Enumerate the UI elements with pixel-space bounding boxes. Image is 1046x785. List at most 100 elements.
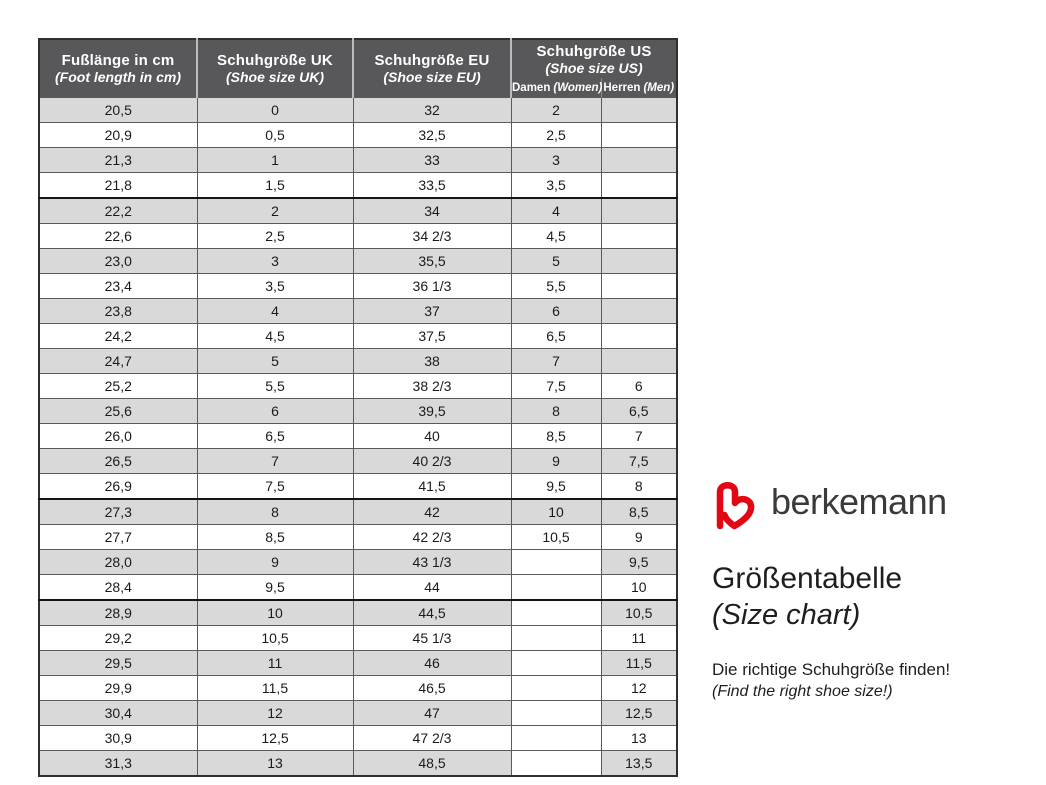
table-cell: 2,5: [510, 122, 602, 148]
table-cell: 20,9: [38, 122, 198, 148]
table-cell: [600, 147, 678, 173]
table-cell: 35,5: [352, 248, 512, 274]
size-table-body: 20,5 0 32 2 20,9 0,5 32,5 2,5 21,3 1 33 3 21,8 1,5 33,…: [38, 97, 678, 777]
table-cell: 38: [352, 348, 512, 374]
table-cell: 22,6: [38, 223, 198, 249]
table-cell: 11: [600, 625, 678, 651]
table-cell: 23,0: [38, 248, 198, 274]
table-cell: 10: [510, 498, 602, 525]
table-cell: 30,9: [38, 725, 198, 751]
table-row: 27,3 8 42 10 8,5: [38, 498, 678, 525]
table-cell: 0: [196, 97, 354, 123]
table-cell: 32,5: [352, 122, 512, 148]
table-cell: 40: [352, 423, 512, 449]
table-cell: 2: [510, 97, 602, 123]
table-cell: 37: [352, 298, 512, 324]
table-row: 23,4 3,5 36 1/3 5,5: [38, 273, 678, 299]
table-row: 24,2 4,5 37,5 6,5: [38, 323, 678, 349]
table-cell: 4: [510, 197, 602, 224]
table-cell: 27,3: [38, 498, 198, 525]
table-cell: 47: [352, 700, 512, 726]
table-cell: 8: [510, 398, 602, 424]
table-row: 25,6 6 39,5 8 6,5: [38, 398, 678, 424]
brand-wordmark: berkemann: [771, 481, 947, 522]
table-cell: 25,6: [38, 398, 198, 424]
subheader-us-men: Herren (Men): [600, 78, 678, 98]
table-cell: 40 2/3: [352, 448, 512, 474]
table-cell: 26,9: [38, 473, 198, 500]
table-cell: 7,5: [196, 473, 354, 500]
table-row: 30,9 12,5 47 2/3 13: [38, 725, 678, 751]
table-cell: 0,5: [196, 122, 354, 148]
table-cell: [510, 574, 602, 601]
table-cell: 43 1/3: [352, 549, 512, 575]
size-table-header: Fußlänge in cm (Foot length in cm) Schuh…: [39, 39, 678, 98]
table-cell: 4: [196, 298, 354, 324]
table-cell: 12: [196, 700, 354, 726]
header-us-en: (Shoe size US): [545, 59, 643, 76]
table-cell: 6,5: [600, 398, 678, 424]
table-cell: 5: [510, 248, 602, 274]
table-cell: 7: [510, 348, 602, 374]
table-cell: 11,5: [600, 650, 678, 676]
table-cell: [600, 197, 678, 224]
brand-panel: berkemann Größentabelle (Size chart) Die…: [712, 478, 1032, 702]
table-cell: 29,9: [38, 675, 198, 701]
header-eu: Schuhgröße EU (Shoe size EU): [352, 39, 511, 98]
table-cell: 28,0: [38, 549, 198, 575]
table-cell: 8: [600, 473, 678, 500]
table-cell: 22,2: [38, 197, 198, 224]
table-cell: 44,5: [352, 599, 512, 626]
table-row: 31,3 13 48,5 13,5: [38, 750, 678, 777]
table-cell: 41,5: [352, 473, 512, 500]
table-cell: 3: [196, 248, 354, 274]
table-cell: 24,2: [38, 323, 198, 349]
table-row: 20,9 0,5 32,5 2,5: [38, 122, 678, 148]
table-cell: 33: [352, 147, 512, 173]
table-cell: 3,5: [510, 172, 602, 199]
table-cell: 23,4: [38, 273, 198, 299]
table-cell: 30,4: [38, 700, 198, 726]
table-cell: 13: [600, 725, 678, 751]
table-cell: 5,5: [510, 273, 602, 299]
table-row: 23,8 4 37 6: [38, 298, 678, 324]
table-cell: 10,5: [196, 625, 354, 651]
table-cell: 34 2/3: [352, 223, 512, 249]
table-cell: 28,9: [38, 599, 198, 626]
table-cell: [510, 599, 602, 626]
table-cell: [600, 122, 678, 148]
table-cell: 46: [352, 650, 512, 676]
berkemann-b-heart-icon: [716, 482, 755, 530]
table-row: 20,5 0 32 2: [38, 97, 678, 123]
table-row: 26,9 7,5 41,5 9,5 8: [38, 473, 678, 500]
header-eu-en: (Shoe size EU): [383, 69, 481, 85]
table-cell: [510, 700, 602, 726]
tagline-en: (Find the right shoe size!): [712, 683, 893, 700]
table-cell: [600, 348, 678, 374]
brand-logo: berkemann: [712, 478, 1032, 530]
table-cell: 9,5: [510, 473, 602, 500]
table-row: 28,9 10 44,5 10,5: [38, 599, 678, 626]
table-cell: 5: [196, 348, 354, 374]
table-cell: 12: [600, 675, 678, 701]
table-cell: 9: [510, 448, 602, 474]
table-cell: 42 2/3: [352, 524, 512, 550]
table-cell: 3,5: [196, 273, 354, 299]
table-cell: 32: [352, 97, 512, 123]
table-cell: 26,5: [38, 448, 198, 474]
table-cell: 10: [196, 599, 354, 626]
size-chart-table-container: Fußlänge in cm (Foot length in cm) Schuh…: [38, 38, 679, 777]
table-cell: 21,3: [38, 147, 198, 173]
table-cell: 25,2: [38, 373, 198, 399]
table-cell: 48,5: [352, 750, 512, 777]
table-cell: 6: [510, 298, 602, 324]
header-eu-de: Schuhgröße EU: [374, 52, 490, 69]
header-uk: Schuhgröße UK (Shoe size UK): [196, 39, 353, 98]
table-cell: [600, 223, 678, 249]
table-cell: 31,3: [38, 750, 198, 777]
table-cell: 47 2/3: [352, 725, 512, 751]
table-cell: 7: [600, 423, 678, 449]
table-row: 29,2 10,5 45 1/3 11: [38, 625, 678, 651]
table-row: 24,7 5 38 7: [38, 348, 678, 374]
table-cell: [510, 750, 602, 777]
